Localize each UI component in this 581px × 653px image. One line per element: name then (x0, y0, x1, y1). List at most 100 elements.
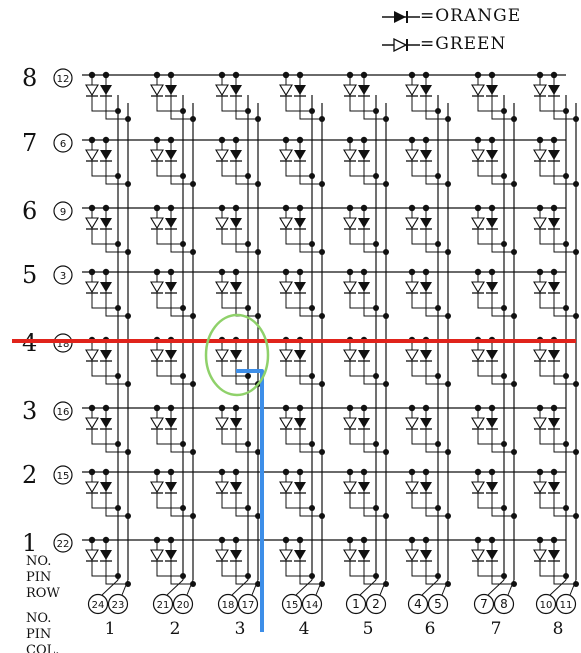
green-diode (279, 149, 293, 162)
diode-wire (235, 500, 258, 517)
led-cell (279, 136, 325, 187)
col-pin-number: 17 (242, 600, 255, 611)
junction-dot (115, 108, 121, 114)
column-number: 6 (425, 619, 436, 639)
junction-dot (373, 305, 379, 311)
junction-dot (309, 305, 315, 311)
green-diode (533, 149, 547, 162)
junction-dot (511, 381, 517, 387)
green-diode (215, 549, 229, 562)
junction-dot (383, 449, 389, 455)
orange-diode (358, 350, 370, 360)
diode-wire (105, 103, 128, 120)
annotations (12, 313, 576, 632)
diode-wire (411, 168, 438, 177)
col-pin-number: 20 (177, 600, 190, 611)
diode-wire (491, 436, 514, 453)
green-diode (150, 149, 164, 162)
diode-wire (156, 103, 183, 112)
diode-wire (91, 168, 118, 177)
col-pin-circle (152, 593, 174, 615)
col-pin-number: 2 (372, 597, 380, 611)
orange-diode (548, 418, 560, 428)
orange-diode (486, 350, 498, 360)
junction-dot (245, 505, 251, 511)
orange-diode (165, 350, 177, 360)
pin-wire (421, 579, 439, 596)
diode-wire (349, 103, 376, 112)
diode-wire (285, 168, 312, 177)
junction-dot (115, 573, 121, 579)
green-diode (279, 549, 293, 562)
col-pin-circle (493, 593, 515, 615)
diode-wire (349, 168, 376, 177)
junction-dot (125, 449, 131, 455)
led-cell (533, 468, 579, 519)
green-diode (215, 481, 229, 494)
junction-dot (501, 241, 507, 247)
col-pin-number: 15 (286, 600, 299, 611)
orange-diode (486, 482, 498, 492)
led-cell (405, 71, 451, 122)
led-cell (279, 536, 325, 587)
junction-dot (573, 381, 579, 387)
diode-wire (170, 236, 193, 253)
diode-wire (285, 568, 312, 577)
orange-diode (230, 150, 242, 160)
diode-wire (491, 168, 514, 185)
diode-wire (477, 168, 504, 177)
column-number: 2 (170, 619, 181, 639)
led-cell (150, 336, 196, 387)
col-pin-circle (345, 593, 367, 615)
diode-wire (425, 368, 448, 385)
diode-wire (285, 500, 312, 509)
matrix-grid (82, 71, 579, 587)
pin-wire (549, 579, 567, 596)
orange-diode (165, 218, 177, 228)
diode-wire (170, 500, 193, 517)
led-cell (471, 404, 517, 455)
green-diode (405, 417, 419, 430)
led-cell (215, 468, 261, 519)
diode-wire (285, 368, 312, 377)
led-cell (150, 404, 196, 455)
orange-diode (294, 218, 306, 228)
orange-diode (165, 550, 177, 560)
junction-dot (563, 373, 569, 379)
green-diode (150, 349, 164, 362)
junction-dot (435, 241, 441, 247)
orange-diode (100, 350, 112, 360)
junction-dot (501, 505, 507, 511)
green-diode (471, 149, 485, 162)
green-diode (405, 481, 419, 494)
orange-diode (486, 85, 498, 95)
junction-dot (115, 305, 121, 311)
led-cell (405, 536, 451, 587)
row-number: 6 (22, 197, 37, 225)
col-pin-circle (281, 593, 303, 615)
diode-wire (411, 103, 438, 112)
junction-dot (501, 573, 507, 579)
junction-dot (309, 108, 315, 114)
diode-wire (477, 236, 504, 245)
led-cell (150, 71, 196, 122)
junction-dot (190, 249, 196, 255)
legend-orange-label: =ORANGE (420, 6, 522, 26)
junction-dot (309, 441, 315, 447)
led-cell (343, 204, 389, 255)
col-pin-number: 11 (560, 600, 573, 611)
junction-dot (373, 505, 379, 511)
green-diode (343, 549, 357, 562)
diode-wire (349, 236, 376, 245)
green-diode (405, 149, 419, 162)
diode-wire (363, 168, 386, 185)
green-diode (85, 281, 99, 294)
green-diode (533, 417, 547, 430)
green-diode (150, 549, 164, 562)
junction-dot (245, 305, 251, 311)
col-pin-number: 5 (434, 597, 442, 611)
orange-diode (165, 150, 177, 160)
orange-diode (230, 350, 242, 360)
junction-dot (245, 373, 251, 379)
orange-diode (486, 218, 498, 228)
